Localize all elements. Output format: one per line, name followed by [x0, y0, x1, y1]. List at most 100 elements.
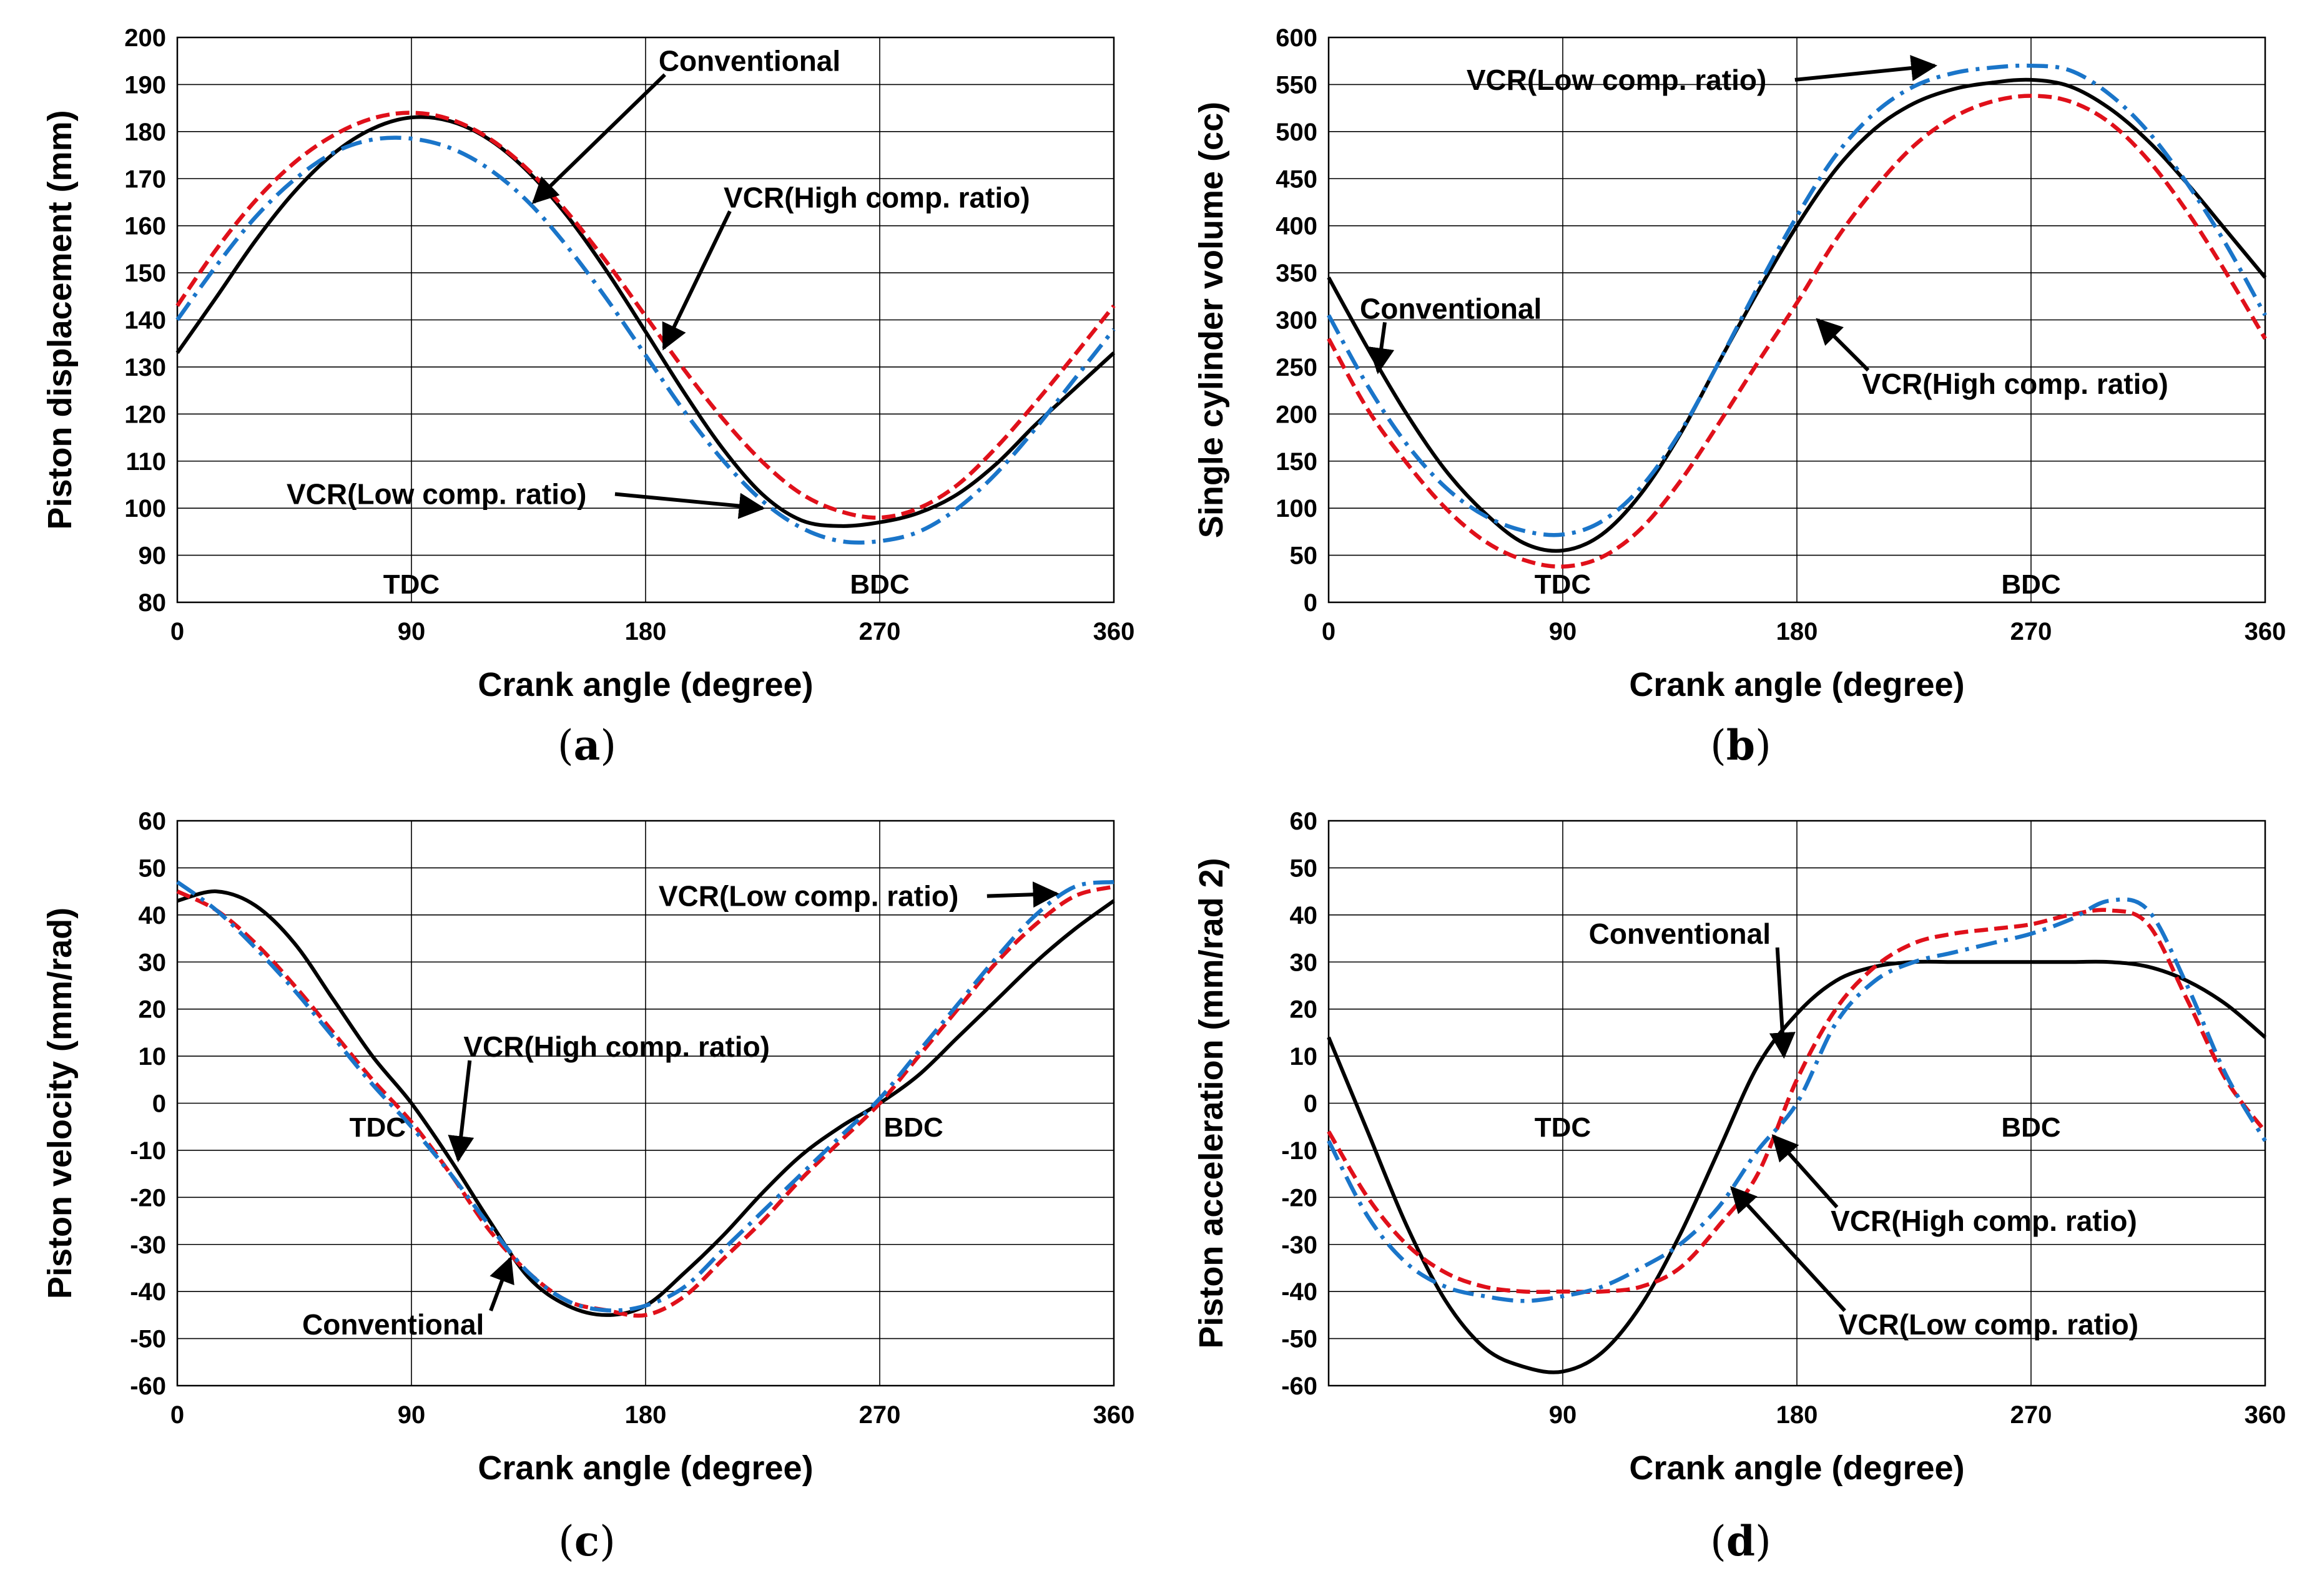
y-tick-label: 350 — [1276, 260, 1317, 287]
y-tick-label: 10 — [1290, 1043, 1318, 1070]
annotation-label: Conventional — [1360, 292, 1542, 325]
marker-label-tdc: TDC — [1535, 569, 1591, 600]
series-line-conventional — [1327, 959, 2266, 1374]
annotation-label: Conventional — [302, 1308, 484, 1341]
x-axis-label: Crank angle (degree) — [1629, 1449, 1964, 1487]
y-tick-label: 40 — [1290, 902, 1318, 929]
y-tick-label: -60 — [1281, 1373, 1317, 1400]
y-tick-label: 30 — [1290, 949, 1318, 976]
x-tick-label: 270 — [2010, 618, 2052, 645]
x-tick-label: 270 — [859, 1401, 901, 1429]
y-tick-label: 100 — [124, 495, 166, 522]
x-tick-label: 360 — [2245, 618, 2286, 645]
y-tick-label: 150 — [1276, 448, 1317, 476]
y-tick-label: 90 — [139, 542, 167, 570]
y-tick-label: 130 — [124, 354, 166, 381]
annotation-label: VCR(Low comp. ratio) — [287, 478, 586, 511]
y-tick-label: 300 — [1276, 307, 1317, 335]
y-tick-label: 80 — [139, 589, 167, 617]
annotation-arrow — [986, 881, 1060, 908]
caption-d: (d) — [1710, 1517, 1771, 1565]
y-tick-label: -30 — [1281, 1231, 1317, 1259]
x-tick-label: 0 — [1322, 618, 1335, 645]
y-tick-label: -40 — [130, 1278, 166, 1306]
y-tick-label: 0 — [1304, 589, 1317, 617]
marker-label-bdc: BDC — [850, 569, 909, 600]
y-tick-label: 100 — [1276, 495, 1317, 522]
x-axis-label: Crank angle (degree) — [1629, 666, 1964, 703]
marker-label-bdc: BDC — [2001, 1112, 2060, 1143]
x-tick-label: 180 — [625, 618, 667, 645]
annotation-arrow — [662, 210, 732, 351]
y-tick-label: 150 — [124, 260, 166, 287]
annotation-label: VCR(High comp. ratio) — [463, 1031, 770, 1063]
y-tick-label: 50 — [1290, 854, 1318, 882]
y-tick-label: 500 — [1276, 119, 1317, 146]
y-tick-label: 450 — [1276, 165, 1317, 193]
x-tick-label: 180 — [1776, 1401, 1818, 1429]
y-tick-label: 400 — [1276, 213, 1317, 240]
annotation-label: Conventional — [1589, 918, 1771, 950]
annotation-label: VCR(Low comp. ratio) — [1839, 1308, 2138, 1341]
chart-panel-1: 0 50 100 150 200 250 300 350 400 450 500 550 600 0 90 1… — [1193, 24, 2286, 703]
y-axis-label: Single cylinder volume (cc) — [1193, 102, 1230, 538]
y-tick-label: 200 — [1276, 401, 1317, 428]
y-tick-label: 60 — [1290, 808, 1318, 835]
y-tick-label: 250 — [1276, 354, 1317, 381]
annotation-arrow — [489, 1256, 514, 1312]
y-tick-label: 180 — [124, 119, 166, 146]
x-tick-label: 360 — [2245, 1401, 2286, 1429]
y-tick-label: -60 — [130, 1373, 166, 1400]
y-tick-label: 0 — [1304, 1090, 1317, 1118]
marker-label-tdc: TDC — [383, 569, 440, 600]
y-tick-label: 600 — [1276, 24, 1317, 52]
x-axis-label: Crank angle (degree) — [478, 1449, 813, 1487]
y-tick-label: 0 — [152, 1090, 166, 1118]
series-line-vcr-low — [1327, 63, 2267, 537]
annotation-arrow — [1368, 321, 1395, 375]
x-tick-label: 90 — [398, 1401, 426, 1429]
chart-panel-3: -60 -50 -40 -30 -20 -10 0 10 20 30 40 50 60 90 180 270 3… — [1193, 808, 2286, 1487]
y-tick-label: 140 — [124, 307, 166, 335]
y-tick-label: 110 — [125, 448, 166, 476]
series-line-vcr-high — [1327, 908, 2267, 1294]
y-tick-label: 60 — [139, 808, 167, 835]
annotation-label: VCR(High comp. ratio) — [1831, 1205, 2137, 1237]
marker-label-tdc: TDC — [1535, 1112, 1591, 1143]
chart-panel-0: 80 90 100 110 120 130 140 150 160 170 180 190 200 0 90… — [41, 24, 1134, 703]
chart-panel-2: -60 -50 -40 -30 -20 -10 0 10 20 30 40 50 60 0 90 180 270… — [41, 808, 1134, 1487]
marker-label-tdc: TDC — [350, 1112, 406, 1143]
annotation-label: VCR(High comp. ratio) — [724, 181, 1030, 213]
y-tick-label: 40 — [139, 902, 167, 929]
series-line-conventional — [1327, 77, 2267, 553]
series-line-vcr-high — [176, 884, 1114, 1318]
caption-a: (a) — [557, 721, 617, 770]
x-tick-label: 270 — [2010, 1401, 2052, 1429]
x-tick-label: 90 — [1549, 618, 1577, 645]
y-tick-label: 160 — [124, 213, 166, 240]
y-tick-label: 200 — [124, 24, 166, 52]
annotation-label: VCR(High comp. ratio) — [1862, 368, 2168, 400]
y-tick-label: 10 — [139, 1043, 167, 1070]
x-tick-label: 90 — [398, 618, 426, 645]
x-tick-label: 180 — [1776, 618, 1818, 645]
y-tick-label: -20 — [130, 1184, 166, 1212]
y-axis-label: Piston velocity (mm/rad) — [41, 908, 79, 1299]
y-tick-label: 550 — [1276, 71, 1317, 99]
series-line-vcr-low — [175, 135, 1116, 545]
annotation-arrow — [1769, 947, 1796, 1059]
caption-c: (c) — [558, 1517, 616, 1565]
plot-frame — [1327, 820, 2266, 1387]
marker-label-bdc: BDC — [884, 1112, 943, 1143]
x-tick-label: 180 — [625, 1401, 667, 1429]
y-tick-label: -10 — [1281, 1137, 1317, 1165]
y-tick-label: 20 — [1290, 996, 1318, 1024]
y-tick-label: -20 — [1281, 1184, 1317, 1212]
y-tick-label: -40 — [1281, 1278, 1317, 1306]
annotation-arrow — [531, 73, 666, 204]
annotation-label: Conventional — [659, 45, 840, 77]
marker-label-bdc: BDC — [2001, 569, 2060, 600]
annotation-arrow — [1729, 1186, 1846, 1312]
x-tick-label: 360 — [1093, 1401, 1135, 1429]
y-tick-label: 50 — [1290, 542, 1318, 570]
